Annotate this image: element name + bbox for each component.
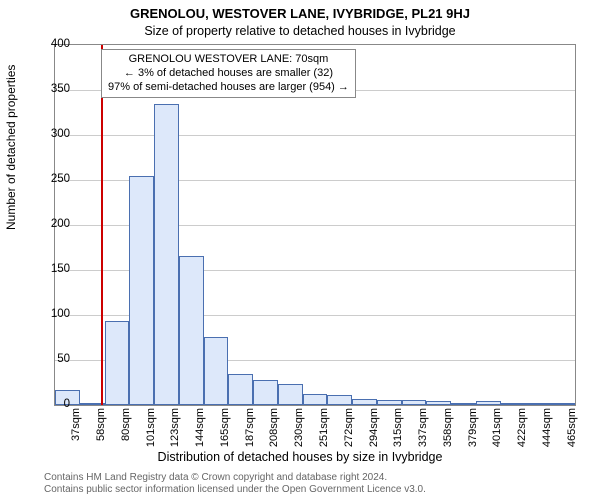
histogram-bar xyxy=(204,337,229,405)
y-axis-label: Number of detached properties xyxy=(4,65,18,230)
annotation-line: 97% of semi-detached houses are larger (… xyxy=(108,81,349,95)
histogram-bar xyxy=(525,403,550,405)
histogram-bar xyxy=(179,256,204,405)
reference-line xyxy=(101,45,103,405)
histogram-bar xyxy=(129,176,154,405)
histogram-bar xyxy=(278,384,303,405)
chart-plot-area: GRENOLOU WESTOVER LANE: 70sqm← 3% of det… xyxy=(54,44,576,406)
ytick-label: 200 xyxy=(40,218,70,230)
ytick-label: 0 xyxy=(40,398,70,410)
histogram-bar xyxy=(105,321,130,405)
ytick-label: 350 xyxy=(40,83,70,95)
annotation-line: GRENOLOU WESTOVER LANE: 70sqm xyxy=(108,53,349,67)
sub-title: Size of property relative to detached ho… xyxy=(0,24,600,38)
ytick-label: 150 xyxy=(40,263,70,275)
ytick-label: 100 xyxy=(40,308,70,320)
histogram-bar xyxy=(352,399,377,405)
histogram-bar xyxy=(402,400,427,405)
x-axis-label: Distribution of detached houses by size … xyxy=(0,450,600,464)
annotation-box: GRENOLOU WESTOVER LANE: 70sqm← 3% of det… xyxy=(101,49,356,98)
histogram-bar xyxy=(426,401,451,406)
gridline xyxy=(55,135,575,136)
histogram-bar xyxy=(303,394,328,405)
main-title: GRENOLOU, WESTOVER LANE, IVYBRIDGE, PL21… xyxy=(0,6,600,21)
histogram-bar xyxy=(327,395,352,405)
ytick-label: 300 xyxy=(40,128,70,140)
histogram-bar xyxy=(228,374,253,405)
histogram-bar xyxy=(501,403,526,405)
annotation-line: ← 3% of detached houses are smaller (32) xyxy=(108,67,349,81)
ytick-label: 250 xyxy=(40,173,70,185)
histogram-bar xyxy=(550,403,575,405)
footer-line2: Contains public sector information licen… xyxy=(44,484,564,496)
footer-attribution: Contains HM Land Registry data © Crown c… xyxy=(44,472,564,496)
histogram-bar xyxy=(154,104,179,405)
histogram-bar xyxy=(253,380,278,405)
ytick-label: 400 xyxy=(40,38,70,50)
footer-line1: Contains HM Land Registry data © Crown c… xyxy=(44,472,564,484)
histogram-bar xyxy=(476,401,501,406)
histogram-bar xyxy=(377,400,402,405)
ytick-label: 50 xyxy=(40,353,70,365)
histogram-bar xyxy=(451,403,476,405)
